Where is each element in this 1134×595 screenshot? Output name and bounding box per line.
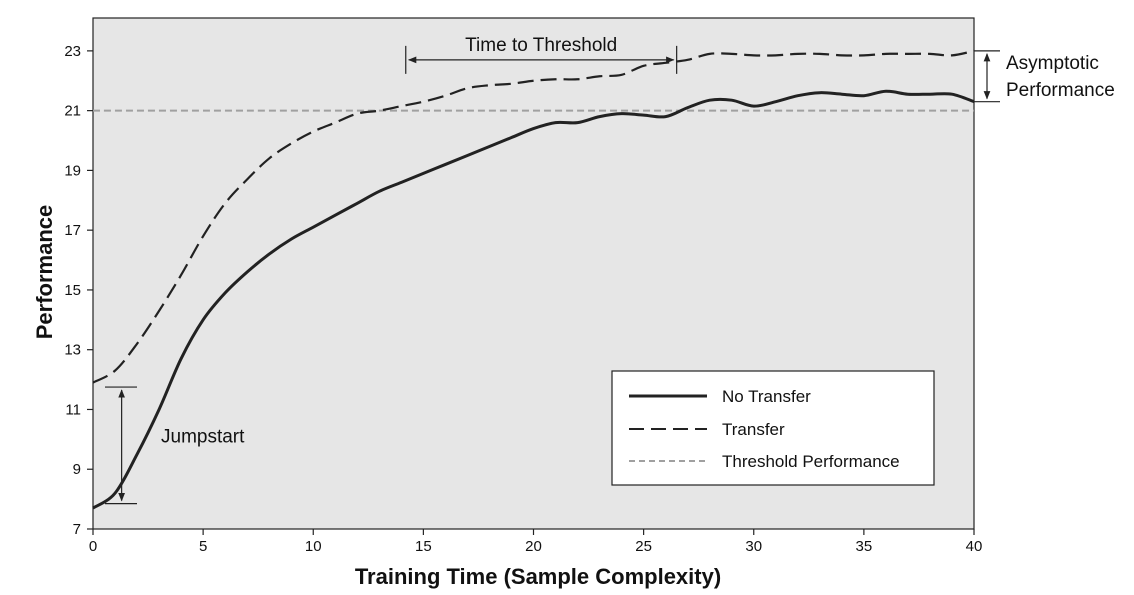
- asymptotic-label-line2: Performance: [1006, 80, 1115, 101]
- series-line-transfer: [92, 49, 975, 384]
- legend: No Transfer Transfer Threshold Performan…: [611, 370, 935, 486]
- y-tick-label: 23: [64, 43, 81, 60]
- x-axis-title: Training Time (Sample Complexity): [355, 564, 721, 589]
- jumpstart-annotation: Jumpstart: [105, 386, 245, 505]
- x-tick-label: 20: [525, 538, 542, 555]
- x-tick-label: 0: [89, 538, 97, 555]
- asymptotic-label-line1: Asymptotic: [1006, 53, 1099, 74]
- y-tick-label: 17: [64, 222, 81, 239]
- x-tick-label: 15: [415, 538, 432, 555]
- series-layer: [92, 49, 975, 510]
- asymptotic-annotation: Asymptotic Performance: [974, 50, 1115, 103]
- x-axis-ticks: 0 5 10 15 20 25 30 35 40: [89, 529, 983, 555]
- time-to-threshold-annotation: Time to Threshold: [405, 35, 678, 74]
- x-tick-label: 30: [745, 538, 762, 555]
- x-tick-label: 10: [305, 538, 322, 555]
- x-tick-label: 5: [199, 538, 207, 555]
- x-tick-label: 40: [966, 538, 983, 555]
- legend-label-threshold: Threshold Performance: [722, 452, 900, 471]
- y-tick-label: 7: [73, 521, 81, 538]
- y-tick-label: 21: [64, 103, 81, 120]
- y-tick-label: 19: [64, 162, 81, 179]
- y-axis-ticks: 7 9 11 13 15 17 19 21 23: [64, 43, 93, 538]
- x-tick-label: 35: [856, 538, 873, 555]
- legend-label-transfer: Transfer: [722, 420, 785, 439]
- y-tick-label: 9: [73, 461, 81, 478]
- series-line-no-transfer: [92, 89, 975, 510]
- y-tick-label: 15: [64, 282, 81, 299]
- x-tick-label: 25: [635, 538, 652, 555]
- y-axis-title: Performance: [32, 205, 57, 340]
- legend-label-no-transfer: No Transfer: [722, 387, 811, 406]
- y-tick-label: 13: [64, 342, 81, 359]
- y-tick-label: 11: [65, 401, 81, 418]
- jumpstart-label: Jumpstart: [161, 426, 245, 447]
- time-to-threshold-label: Time to Threshold: [465, 35, 617, 56]
